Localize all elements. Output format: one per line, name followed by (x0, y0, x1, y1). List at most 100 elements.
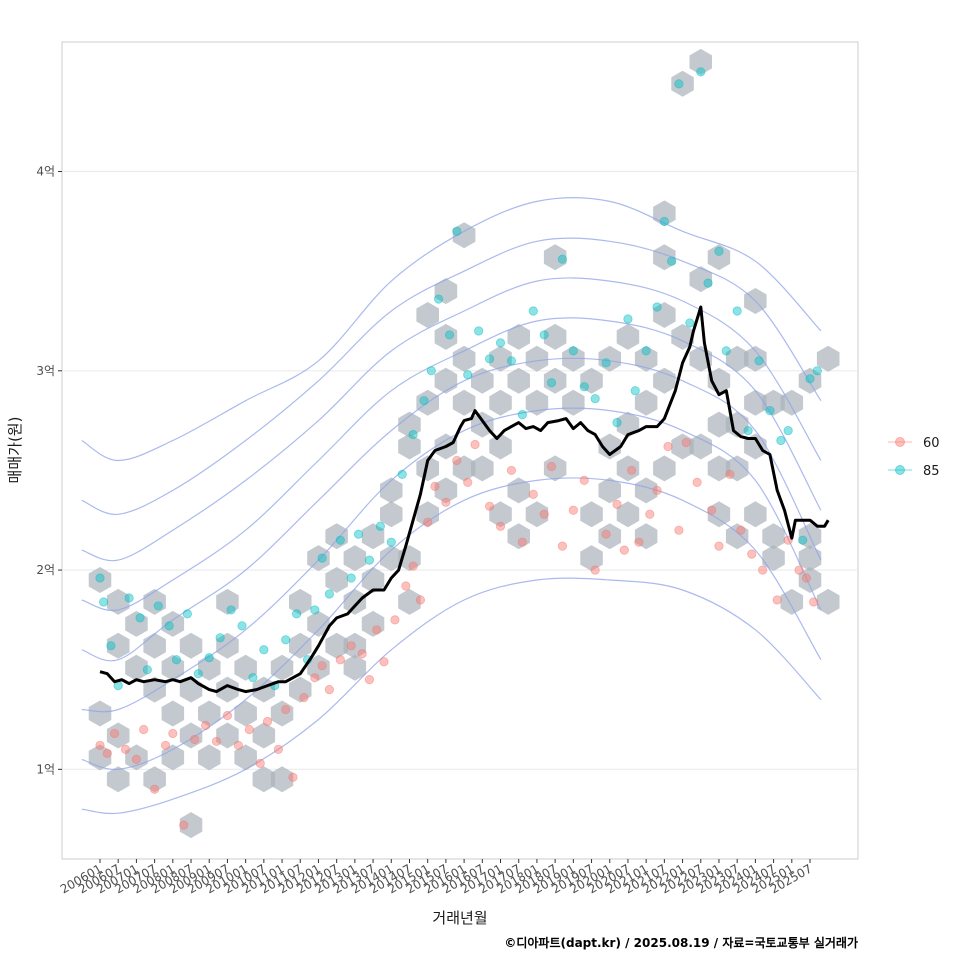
hexbin-cell (343, 654, 367, 681)
point-60 (714, 541, 724, 551)
point-60 (601, 529, 611, 539)
hexbin-cell (653, 367, 676, 394)
point-85 (95, 573, 105, 583)
point-60 (317, 661, 327, 671)
hexbin-cell (252, 722, 276, 749)
hexbin-cell (380, 545, 403, 572)
hexbin-cell (161, 654, 185, 681)
point-60 (390, 615, 400, 625)
point-60 (120, 744, 131, 755)
point-85 (685, 318, 695, 328)
point-85 (164, 621, 174, 631)
density-contour (81, 357, 822, 662)
hexbin-cell (798, 545, 822, 572)
hexbin-cell (653, 244, 676, 271)
hexbin-cell (106, 766, 130, 793)
point-85 (557, 254, 568, 264)
point-60 (109, 728, 120, 739)
point-60 (634, 537, 644, 547)
point-60 (568, 505, 578, 515)
hexbin-cell (252, 766, 276, 793)
point-85 (463, 370, 473, 380)
hexbin-cell (452, 389, 476, 416)
density-contour (81, 577, 822, 815)
hexbin-cell (616, 501, 640, 528)
point-60 (211, 736, 222, 747)
point-85 (754, 356, 764, 366)
plot-panel (61, 41, 859, 860)
hexbin-cell (234, 654, 257, 681)
point-85 (667, 256, 677, 266)
point-60 (423, 517, 433, 527)
point-85 (397, 469, 407, 480)
point-85 (386, 537, 396, 547)
hexbin-cell (580, 545, 603, 572)
point-85 (99, 597, 109, 607)
point-85 (142, 665, 152, 675)
hexbin-layer (88, 48, 840, 839)
point-60 (484, 501, 495, 511)
point-60 (273, 744, 284, 755)
hexbin-cell (562, 389, 585, 416)
point-60 (747, 549, 757, 559)
y-axis: 1억 2억 3억 4억 (36, 165, 62, 776)
hexbin-cell (634, 523, 658, 550)
point-60 (150, 784, 160, 794)
hexbin-cell (507, 323, 530, 350)
point-85 (623, 314, 633, 324)
point-60 (222, 710, 233, 721)
point-60 (707, 505, 717, 515)
y-axis-title: 매매가(원) (6, 417, 24, 484)
point-85 (721, 346, 731, 356)
hexbin-cell (88, 567, 112, 593)
hexbin-cell (234, 700, 257, 727)
point-60 (681, 437, 691, 448)
point-85 (641, 346, 651, 356)
hexbin-cell (361, 610, 385, 637)
hexbin-cell (289, 676, 312, 703)
point-60 (579, 475, 589, 485)
point-85 (135, 613, 145, 623)
point-60 (357, 649, 367, 659)
point-85 (546, 378, 557, 388)
point-60 (95, 740, 105, 751)
hexbin-cell (307, 610, 330, 637)
hexbin-cell (543, 244, 567, 271)
x-axis-title: 거래년월 (432, 909, 487, 927)
point-85 (419, 396, 429, 406)
hexbin-cell (179, 812, 203, 839)
point-85 (630, 386, 640, 396)
point-85 (805, 374, 815, 384)
y-tick-label: 2억 (36, 563, 55, 577)
hexbin-cell (707, 411, 731, 438)
point-60 (430, 481, 440, 491)
hexbin-cell (270, 766, 294, 793)
point-60 (255, 758, 265, 768)
legend: 60 85 (888, 436, 940, 479)
hexbin-cell (361, 523, 385, 550)
hexbin-cell (689, 266, 712, 293)
hexbin-cell (234, 744, 257, 771)
hexbin-cell (343, 632, 367, 659)
point-85 (743, 425, 753, 436)
hexbin-cell (325, 632, 348, 659)
point-60 (452, 455, 462, 466)
scatter-points (95, 67, 822, 830)
hexbin-cell (161, 700, 185, 727)
point-85 (484, 354, 495, 364)
hexbin-cell (725, 455, 749, 482)
point-60 (131, 754, 142, 764)
hexbin-cell (471, 411, 494, 438)
hexbin-cell (106, 632, 130, 659)
hexbin-cell (598, 433, 621, 460)
hexbin-cell (780, 389, 804, 416)
hexbin-cell (598, 477, 621, 504)
point-60 (463, 477, 473, 487)
point-85 (612, 418, 622, 428)
point-85 (776, 435, 786, 446)
point-60 (626, 465, 637, 476)
point-60 (179, 820, 189, 830)
y-tick-label: 1억 (36, 762, 55, 776)
point-60 (310, 673, 320, 683)
point-60 (324, 685, 334, 695)
